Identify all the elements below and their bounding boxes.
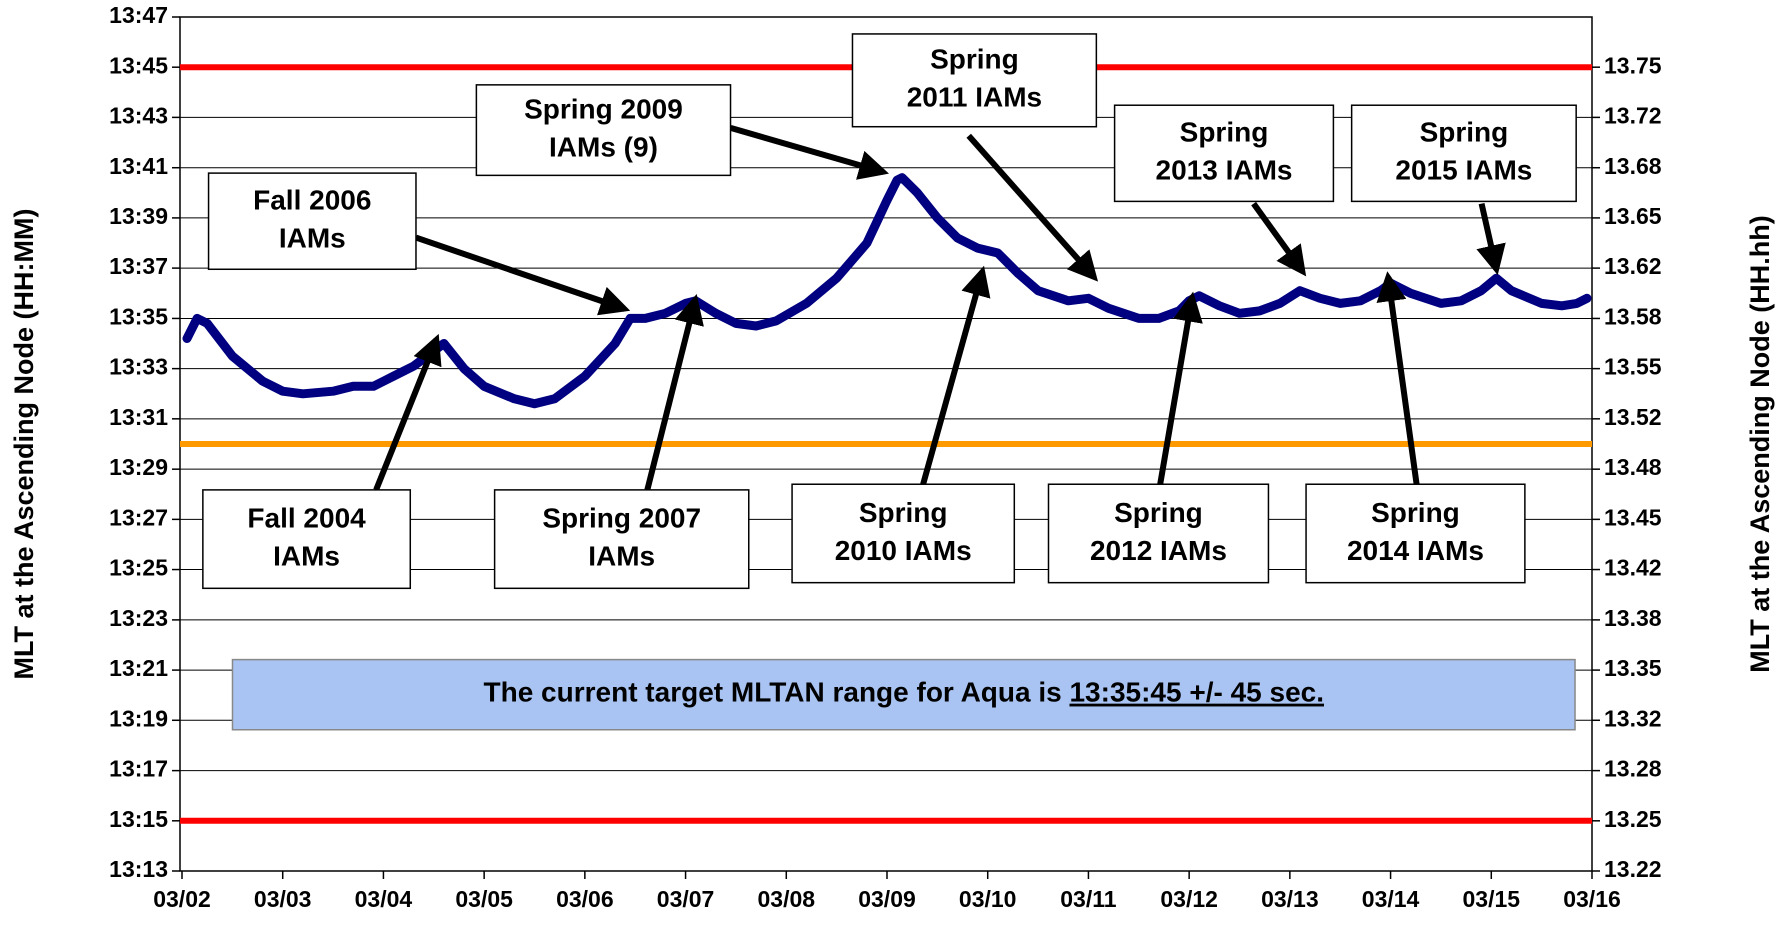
note-emphasis: 13:35:45 +/- 45 sec. bbox=[1069, 677, 1324, 708]
y2-tick-label: 13.48 bbox=[1604, 454, 1662, 480]
y2-tick-label: 13.65 bbox=[1604, 203, 1662, 229]
annotation-text: Spring 2009 bbox=[524, 94, 683, 125]
y2-tick-label: 13.25 bbox=[1604, 806, 1662, 832]
annotation-box bbox=[1113, 104, 1335, 203]
annotation-text: Spring bbox=[1180, 117, 1269, 148]
x-tick-label: 03/03 bbox=[254, 886, 312, 912]
y-tick-label: 13:23 bbox=[109, 605, 168, 631]
y2-tick-label: 13.55 bbox=[1604, 354, 1662, 380]
y2-tick-label: 13.68 bbox=[1604, 153, 1662, 179]
annotation-box bbox=[202, 489, 412, 590]
annotation-box bbox=[475, 84, 732, 177]
y-tick-label: 13:15 bbox=[109, 806, 168, 832]
y-tick-label: 13:43 bbox=[109, 102, 168, 128]
note-main: The current target MLTAN range for Aqua … bbox=[484, 677, 1070, 708]
annotation-arrow bbox=[966, 133, 1099, 282]
x-tick-label: 03/10 bbox=[959, 886, 1017, 912]
y2-tick-label: 13.62 bbox=[1604, 253, 1662, 279]
y2-tick-label: 13.38 bbox=[1604, 605, 1662, 631]
y-tick-label: 13:27 bbox=[109, 504, 168, 530]
annotation-arrow bbox=[373, 333, 442, 492]
annotation-text: Spring bbox=[859, 497, 948, 528]
y2-tick-label: 13.42 bbox=[1604, 555, 1662, 581]
annotation-text: Spring 2007 bbox=[542, 502, 701, 533]
annotation-text: 2014 IAMs bbox=[1347, 535, 1484, 566]
annotation-text: Spring bbox=[1114, 497, 1203, 528]
y-tick-label: 13:21 bbox=[109, 655, 168, 681]
y2-tick-label: 13.52 bbox=[1604, 404, 1662, 430]
annotation-arrow bbox=[1157, 291, 1203, 485]
y2-tick-label: 13.45 bbox=[1604, 504, 1662, 530]
annotation-text: 2015 IAMs bbox=[1395, 155, 1532, 186]
annotation-box bbox=[791, 483, 1016, 584]
x-tick-label: 03/14 bbox=[1362, 886, 1420, 912]
annotation-arrow bbox=[1251, 201, 1307, 277]
y2-tick-label: 13.58 bbox=[1604, 304, 1662, 330]
annotation-text: IAMs bbox=[273, 540, 340, 571]
y2-axis-label: MLT at the Ascending Node (HH.hh) bbox=[1745, 215, 1775, 672]
annotation-text: IAMs bbox=[588, 540, 655, 571]
annotation-box bbox=[207, 172, 417, 271]
y2-tick-label: 13.22 bbox=[1604, 856, 1662, 882]
annotation-arrow bbox=[644, 293, 704, 491]
annotation-arrow bbox=[920, 265, 991, 486]
y-tick-label: 13:17 bbox=[109, 756, 168, 782]
y-tick-label: 13:39 bbox=[109, 203, 168, 229]
y-tick-label: 13:19 bbox=[109, 705, 168, 731]
y-tick-label: 13:45 bbox=[109, 52, 168, 78]
y-tick-label: 13:47 bbox=[109, 2, 168, 28]
x-tick-label: 03/16 bbox=[1563, 886, 1621, 912]
x-tick-label: 03/06 bbox=[556, 886, 614, 912]
annotation-text: IAMs (9) bbox=[549, 132, 658, 163]
annotation-text: Fall 2004 bbox=[247, 502, 366, 533]
annotation-text: 2011 IAMs bbox=[907, 82, 1042, 113]
y-tick-label: 13:25 bbox=[109, 555, 168, 581]
x-tick-label: 03/12 bbox=[1160, 886, 1218, 912]
annotation-box bbox=[851, 33, 1098, 128]
y-tick-label: 13:13 bbox=[109, 856, 168, 882]
annotation-text: 2010 IAMs bbox=[835, 535, 972, 566]
annotation-text: 2012 IAMs bbox=[1090, 535, 1227, 566]
x-tick-label: 03/02 bbox=[153, 886, 211, 912]
annotation-arrow bbox=[729, 124, 890, 180]
annotation-text: IAMs bbox=[279, 223, 346, 254]
y2-tick-label: 13.35 bbox=[1604, 655, 1662, 681]
annotation-arrow bbox=[415, 234, 631, 316]
x-tick-label: 03/11 bbox=[1060, 886, 1116, 912]
x-tick-label: 03/15 bbox=[1463, 886, 1521, 912]
y2-tick-label: 13.32 bbox=[1604, 705, 1662, 731]
y-tick-label: 13:41 bbox=[109, 153, 168, 179]
x-tick-label: 03/09 bbox=[858, 886, 916, 912]
y-tick-label: 13:35 bbox=[109, 304, 168, 330]
y2-tick-label: 13.75 bbox=[1604, 52, 1662, 78]
x-tick-label: 03/08 bbox=[758, 886, 816, 912]
annotation-box bbox=[1305, 483, 1526, 584]
y-axis-label: MLT at the Ascending Node (HH:MM) bbox=[9, 209, 39, 680]
annotation-text: 2013 IAMs bbox=[1156, 155, 1293, 186]
note-text: The current target MLTAN range for Aqua … bbox=[484, 677, 1325, 708]
x-tick-label: 03/07 bbox=[657, 886, 715, 912]
annotation-text: Spring bbox=[1420, 117, 1509, 148]
y2-tick-label: 13.72 bbox=[1604, 102, 1662, 128]
y-tick-label: 13:29 bbox=[109, 454, 168, 480]
annotation-text: Fall 2006 bbox=[253, 185, 371, 216]
annotation-arrow bbox=[1376, 271, 1420, 485]
annotation-box bbox=[1047, 483, 1270, 584]
x-tick-label: 03/04 bbox=[355, 886, 413, 912]
annotation-arrow bbox=[1476, 202, 1506, 276]
annotation-box bbox=[1350, 104, 1577, 203]
y-tick-label: 13:33 bbox=[109, 354, 168, 380]
note-box bbox=[231, 658, 1576, 731]
x-tick-label: 03/05 bbox=[455, 886, 513, 912]
annotation-text: Spring bbox=[1371, 497, 1460, 528]
y2-tick-label: 13.28 bbox=[1604, 756, 1662, 782]
annotation-box bbox=[493, 489, 750, 590]
x-tick-label: 03/13 bbox=[1261, 886, 1319, 912]
y-tick-label: 13:31 bbox=[109, 404, 168, 430]
y-tick-label: 13:37 bbox=[109, 253, 168, 279]
annotation-text: Spring bbox=[930, 44, 1019, 75]
